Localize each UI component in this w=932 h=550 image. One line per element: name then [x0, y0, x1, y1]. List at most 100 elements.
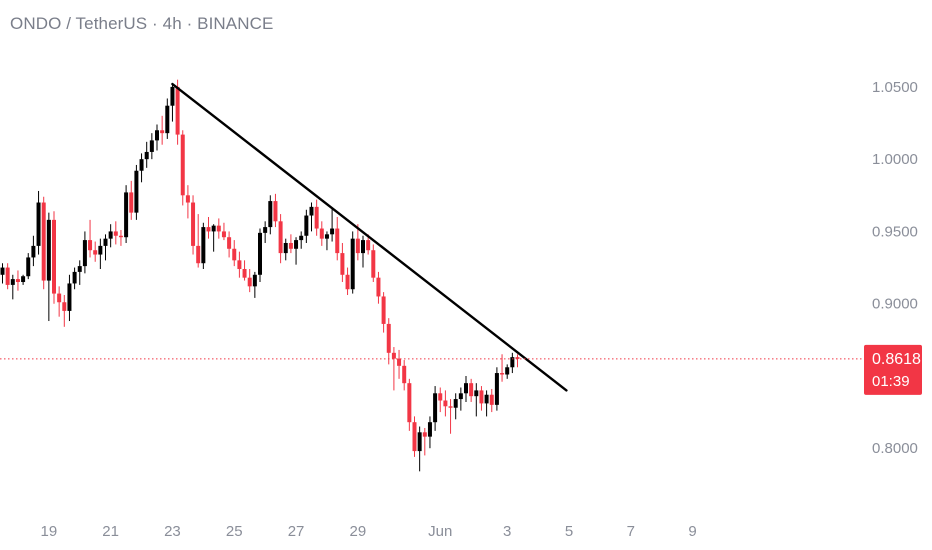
candle-down: [391, 347, 396, 391]
candle-body: [376, 277, 381, 297]
candle-up: [46, 212, 51, 322]
candle-body: [464, 383, 468, 394]
y-tick-label: 1.0000: [872, 151, 918, 168]
x-tick-label: 27: [288, 523, 305, 540]
candle-body: [407, 383, 412, 423]
candle-body: [5, 267, 10, 285]
candle-up: [103, 234, 108, 261]
candle-body: [448, 406, 453, 408]
candle-body: [494, 373, 499, 405]
candle-down: [407, 378, 412, 431]
candle-body: [263, 227, 268, 233]
candle-body: [113, 231, 118, 236]
candle-body: [386, 323, 391, 353]
candle-up: [201, 222, 206, 270]
candle-body: [258, 232, 262, 275]
candle-body: [52, 219, 56, 294]
y-tick-label: 0.8000: [872, 440, 918, 457]
candle-body: [278, 221, 283, 254]
x-tick-label: 7: [627, 523, 635, 540]
candle-body: [165, 105, 170, 134]
candle-body: [438, 393, 443, 401]
candle-up: [155, 124, 159, 151]
candle-down: [52, 211, 56, 304]
candle-up: [510, 352, 515, 374]
candle-body: [26, 257, 31, 277]
candle-up: [294, 237, 299, 265]
candle-body: [309, 206, 314, 216]
candle-up: [10, 274, 15, 300]
candle-body: [191, 202, 196, 246]
candle-body: [31, 245, 36, 258]
candle-body: [273, 201, 278, 222]
price-label-box: [864, 344, 922, 395]
x-tick-label: Jun: [428, 523, 452, 540]
candle-countdown: 01:39: [872, 373, 910, 390]
candle-down: [438, 387, 443, 413]
candle-body: [314, 206, 319, 229]
candle-up: [427, 416, 432, 449]
current-price-label: 0.8618 01:39: [864, 344, 922, 395]
candle-up: [453, 393, 458, 420]
candle-up: [417, 426, 422, 472]
candle-body: [474, 390, 479, 397]
candle-up: [144, 141, 149, 168]
candle-body: [77, 266, 82, 272]
candle-body: [304, 215, 309, 236]
candle-body: [350, 238, 355, 290]
x-tick-label: 5: [565, 523, 573, 540]
candle-down: [371, 244, 376, 283]
candle-up: [299, 231, 304, 249]
candle-down: [57, 286, 62, 317]
y-tick-label: 0.9500: [872, 223, 918, 240]
candle-body: [155, 130, 159, 141]
candle-body: [268, 201, 273, 228]
candle-down: [180, 130, 185, 206]
candle-down: [196, 214, 201, 268]
candle-down: [247, 269, 252, 293]
candle-body: [417, 432, 422, 452]
candle-down: [185, 185, 190, 219]
candle-body: [108, 231, 113, 239]
candle-body: [355, 238, 360, 254]
candle-down: [469, 378, 474, 402]
candle-up: [72, 267, 77, 290]
candle-up: [21, 274, 26, 285]
candle-down: [227, 231, 232, 258]
candle-down: [448, 399, 453, 434]
candle-up: [134, 164, 139, 220]
x-tick-label: 23: [164, 523, 181, 540]
chart-title: ONDO / TetherUS · 4h · BINANCE: [10, 14, 274, 33]
candle-body: [170, 86, 175, 106]
candle-body: [175, 86, 180, 135]
candle-body: [397, 358, 402, 366]
x-tick-label: 25: [226, 523, 243, 540]
candle-body: [201, 227, 206, 264]
candle-up: [67, 274, 72, 322]
candle-body: [489, 394, 494, 405]
x-axis[interactable]: 19 21 23 25 27 29 Jun 3 5 7 9: [41, 523, 697, 540]
candle-body: [21, 276, 26, 283]
candle-down: [479, 386, 484, 411]
candle-body: [62, 302, 67, 311]
candle-body: [371, 250, 376, 278]
candle-body: [129, 192, 134, 213]
candle-down: [412, 416, 417, 457]
candle-up: [433, 386, 438, 431]
candle-body: [443, 400, 448, 407]
candle-body: [283, 242, 288, 254]
candle-up: [0, 263, 5, 284]
candle-body: [422, 432, 427, 437]
y-axis[interactable]: 1.0500 1.0000 0.9500 0.9000 0.8000: [872, 79, 918, 457]
candle-body: [185, 195, 190, 203]
candle-body: [294, 240, 299, 249]
candle-up: [494, 367, 499, 411]
candle-body: [180, 134, 185, 196]
candle-body: [160, 130, 165, 134]
x-tick-label: 19: [41, 523, 58, 540]
candle-down: [376, 271, 381, 304]
candle-down: [422, 427, 427, 456]
candle-down: [397, 349, 402, 379]
candle-body: [484, 394, 489, 404]
